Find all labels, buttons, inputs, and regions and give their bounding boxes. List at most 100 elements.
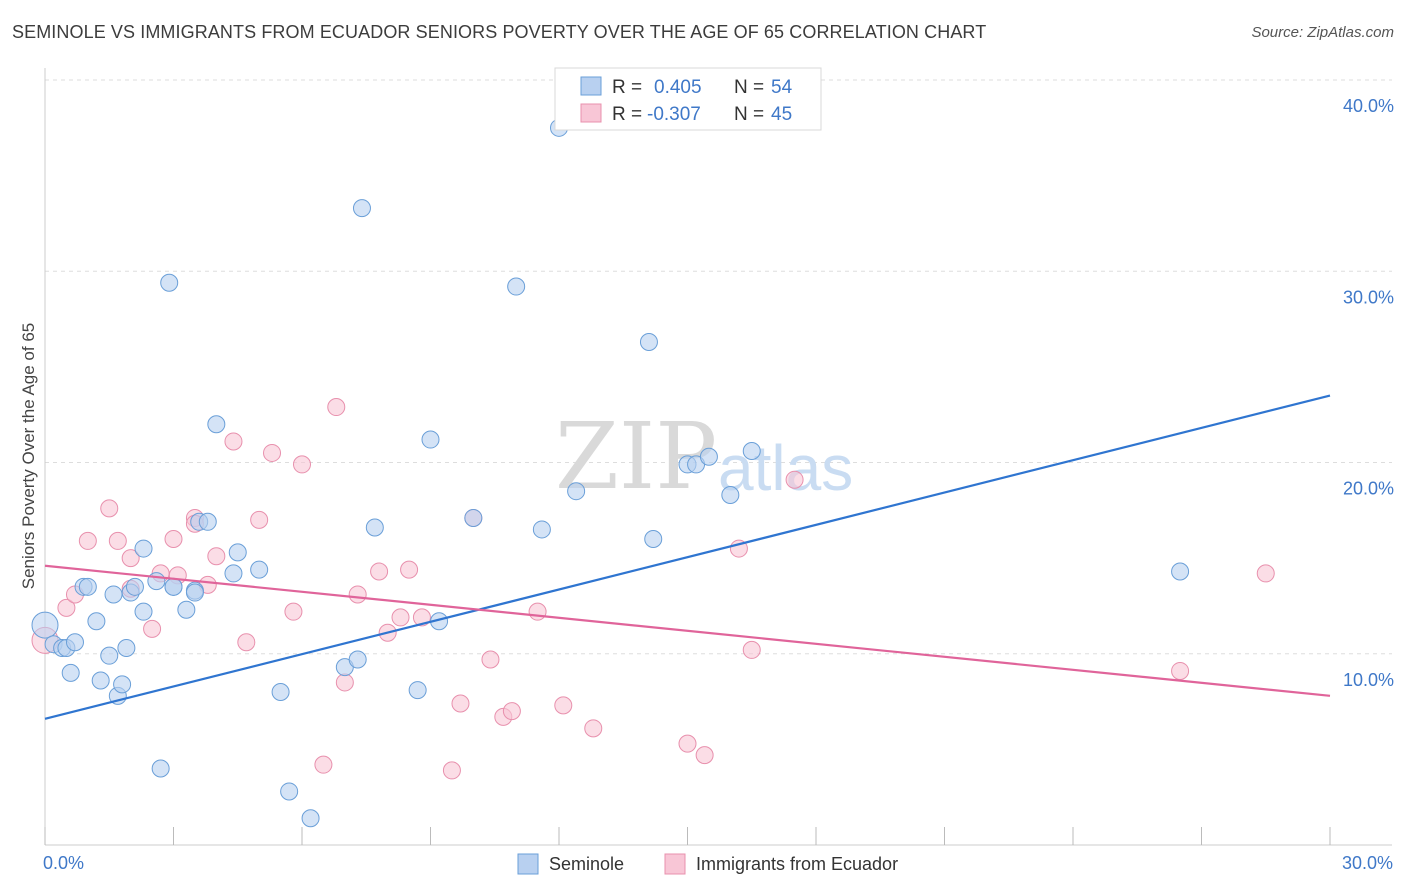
stats-n-value-seminole: 54	[771, 77, 793, 98]
seminole-point	[1171, 562, 1190, 581]
seminole-point	[742, 442, 761, 461]
stats-r-label-ecuador: R =	[612, 104, 642, 125]
seminole-point	[365, 518, 384, 537]
ecuador-point	[678, 734, 697, 753]
seminole-point	[177, 600, 196, 619]
seminole-point	[31, 611, 59, 639]
chart-source: Source: ZipAtlas.com	[1251, 24, 1394, 41]
ecuador-point	[293, 455, 311, 474]
ecuador-point	[237, 633, 256, 652]
seminole-point	[507, 277, 526, 296]
ecuador-point	[78, 531, 97, 550]
legend-swatch-seminole	[517, 853, 539, 875]
seminole-point	[104, 585, 123, 604]
seminole-point	[125, 577, 144, 596]
ecuador-point	[1171, 661, 1190, 680]
seminole-point	[464, 508, 483, 527]
seminole-point	[224, 564, 243, 583]
stats-r-value-ecuador: -0.307	[647, 104, 701, 125]
chart-title: SEMINOLE VS IMMIGRANTS FROM ECUADOR SENI…	[12, 22, 987, 42]
x-tick-label: 0.0%	[43, 853, 84, 873]
legend-swatch-ecuador	[664, 853, 686, 875]
ecuador-point	[250, 510, 269, 529]
legend-label-seminole: Seminole	[549, 854, 624, 874]
y-tick-label: 10.0%	[1343, 670, 1394, 690]
stats-n-value-ecuador: 45	[771, 104, 792, 125]
seminole-point	[160, 273, 179, 292]
ecuador-point	[451, 694, 470, 713]
stats-swatch-seminole	[580, 76, 602, 96]
stats-r-label-seminole: R =	[612, 77, 642, 98]
ecuador-point	[284, 602, 303, 621]
seminole-point	[198, 512, 217, 531]
seminole-point	[567, 482, 586, 501]
ecuador-point	[742, 640, 761, 659]
grid-lines	[45, 79, 1392, 655]
seminole-point	[91, 671, 110, 690]
seminole-point	[228, 543, 247, 562]
seminole-point	[100, 646, 119, 665]
seminole-point	[280, 782, 299, 801]
seminole-point	[421, 430, 440, 449]
y-tick-label: 20.0%	[1343, 479, 1394, 499]
ecuador-point	[400, 560, 419, 579]
legend-label-ecuador: Immigrants from Ecuador	[696, 854, 898, 874]
seminole-point	[352, 199, 371, 218]
ecuador-point	[584, 719, 603, 738]
ecuador-trend-line	[44, 564, 1331, 697]
seminole-point	[87, 612, 106, 631]
stats-n-label-ecuador: N =	[734, 104, 764, 125]
ecuador-point	[412, 608, 431, 627]
ecuador-point	[1256, 564, 1275, 583]
ecuador-point	[263, 443, 282, 462]
seminole-point	[348, 650, 367, 669]
stats-swatch-ecuador	[580, 103, 602, 123]
y-tick-label: 40.0%	[1343, 96, 1394, 116]
ecuador-point	[785, 470, 804, 489]
seminole-point	[644, 530, 663, 548]
watermark-atlas: atlas	[718, 432, 853, 504]
seminole-point	[134, 539, 153, 558]
ecuador-point	[502, 702, 521, 721]
seminole-point	[271, 683, 290, 701]
ecuador-point	[327, 398, 346, 417]
seminole-point	[113, 675, 132, 694]
seminole-point	[207, 415, 226, 434]
ecuador-point	[442, 761, 461, 780]
ecuador-point	[695, 746, 714, 765]
seminole-point	[78, 577, 97, 596]
seminole-point	[151, 759, 170, 778]
series-immigrants-from-ecuador	[31, 398, 1275, 780]
series-legend: Seminole Immigrants from Ecuador	[517, 853, 898, 875]
trend-lines	[44, 394, 1331, 720]
seminole-point	[117, 639, 136, 658]
ecuador-point	[554, 696, 573, 715]
seminole-point	[147, 572, 166, 591]
ecuador-point	[370, 562, 389, 581]
seminole-point	[250, 560, 269, 579]
ecuador-point	[121, 549, 140, 568]
seminole-point	[134, 602, 153, 621]
tick-labels: 10.0% 20.0% 30.0% 40.0% 0.0% 30.0%	[43, 96, 1394, 873]
y-axis-label: Seniors Poverty Over the Age of 65	[19, 323, 38, 589]
ecuador-point	[348, 585, 367, 604]
seminole-point	[408, 681, 427, 700]
ecuador-point	[391, 608, 410, 627]
y-tick-label: 30.0%	[1343, 287, 1394, 307]
ecuador-point	[108, 531, 127, 550]
stats-n-label-seminole: N =	[734, 77, 764, 98]
ecuador-point	[164, 530, 183, 548]
ecuador-point	[57, 598, 76, 617]
seminole-point	[699, 447, 718, 466]
seminole-point	[301, 809, 320, 828]
ecuador-point	[143, 619, 162, 638]
seminole-point	[61, 663, 80, 682]
ecuador-point	[528, 602, 547, 621]
seminole-point	[185, 583, 204, 602]
ecuador-point	[481, 650, 500, 669]
seminole-point	[65, 633, 84, 652]
seminole-point	[639, 333, 658, 352]
ecuador-point	[100, 499, 119, 518]
ecuador-point	[224, 432, 243, 451]
